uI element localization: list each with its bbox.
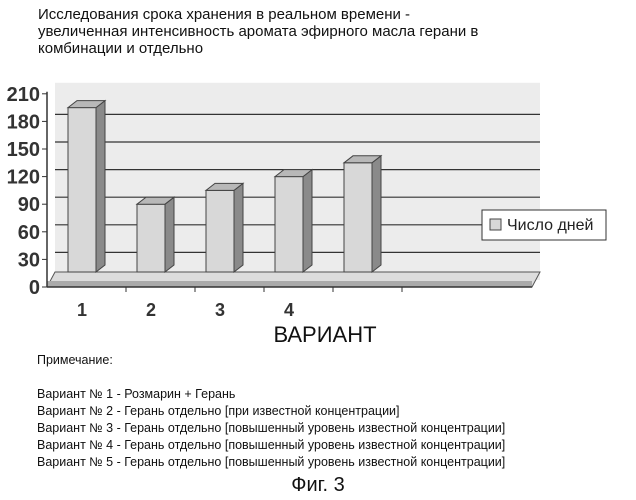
y-tick-label: 150 [7,139,40,161]
note-item: Вариант № 5 - Герань отдельно [повышенны… [37,454,505,471]
bar-front [68,108,96,272]
y-tick-label: 0 [29,277,40,299]
notes-heading: Примечание: [37,352,505,369]
y-tick-label: 90 [18,194,40,216]
legend-swatch [490,219,501,230]
bar-front [137,204,165,272]
bar-front [206,190,234,272]
bar-chart: 0 30 60 90 120 150 180 210 1 2 3 4 Число дней [0,0,636,330]
x-tick-label: 1 [77,300,87,320]
figure-label: Фиг. 3 [0,474,636,497]
x-axis-label: ВАРИАНТ [0,322,636,348]
bar-front [344,163,372,272]
y-tick-label: 30 [18,249,40,271]
note-item: Вариант № 3 - Герань отдельно [повышенны… [37,420,505,437]
notes: Примечание: Вариант № 1 - Розмарин + Гер… [37,352,505,471]
bar-side [234,183,243,272]
note-item: Вариант № 1 - Розмарин + Герань [37,386,505,403]
bar-side [372,156,381,272]
bar-side [96,101,105,272]
y-tick-label: 210 [7,84,40,106]
y-tick-label: 180 [7,111,40,133]
y-tick-label: 120 [7,167,40,189]
x-tick-label: 4 [284,300,294,320]
bar-side [303,170,312,272]
bar-side [165,197,174,272]
y-tick-label: 60 [18,222,40,244]
x-tick-label: 2 [146,300,156,320]
legend-label: Число дней [507,217,593,234]
note-item: Вариант № 4 - Герань отдельно [повышенны… [37,437,505,454]
note-item: Вариант № 2 - Герань отдельно [при извес… [37,403,505,420]
x-tick-label: 3 [215,300,225,320]
bar-front [275,177,303,272]
floor-edge [47,281,532,287]
